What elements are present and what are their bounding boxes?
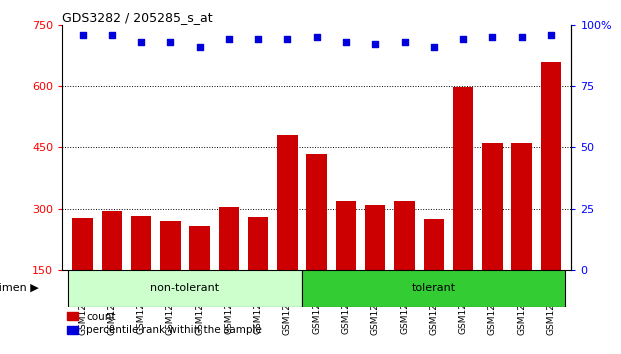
Bar	[160, 221, 181, 331]
Point	[399, 39, 409, 45]
Point	[429, 44, 439, 50]
Bar	[189, 226, 210, 331]
Point	[283, 37, 292, 42]
Bar	[336, 201, 356, 331]
Point	[224, 37, 234, 42]
Point	[107, 32, 117, 38]
Bar	[277, 135, 297, 331]
Text: non-tolerant: non-tolerant	[150, 284, 220, 293]
Bar	[68, 270, 302, 307]
Bar	[219, 207, 239, 331]
Point	[312, 34, 322, 40]
Bar	[453, 87, 473, 331]
Bar	[482, 143, 502, 331]
Point	[78, 32, 88, 38]
Bar	[541, 62, 561, 331]
Point	[194, 44, 204, 50]
Point	[546, 32, 556, 38]
Bar	[424, 219, 444, 331]
Bar	[102, 211, 122, 331]
Point	[253, 37, 263, 42]
Bar	[248, 217, 268, 331]
Text: specimen ▶: specimen ▶	[0, 284, 39, 293]
Point	[487, 34, 497, 40]
Bar	[394, 201, 415, 331]
Point	[165, 39, 175, 45]
Text: tolerant: tolerant	[412, 284, 456, 293]
Bar	[302, 270, 566, 307]
Point	[517, 34, 527, 40]
Point	[136, 39, 146, 45]
Point	[370, 41, 380, 47]
Bar	[72, 218, 93, 331]
Bar	[365, 205, 386, 331]
Point	[458, 37, 468, 42]
Bar	[511, 143, 532, 331]
Point	[341, 39, 351, 45]
Bar	[131, 216, 152, 331]
Text: GDS3282 / 205285_s_at: GDS3282 / 205285_s_at	[62, 11, 213, 24]
Bar	[307, 154, 327, 331]
Legend: count, percentile rank within the sample: count, percentile rank within the sample	[67, 312, 262, 335]
